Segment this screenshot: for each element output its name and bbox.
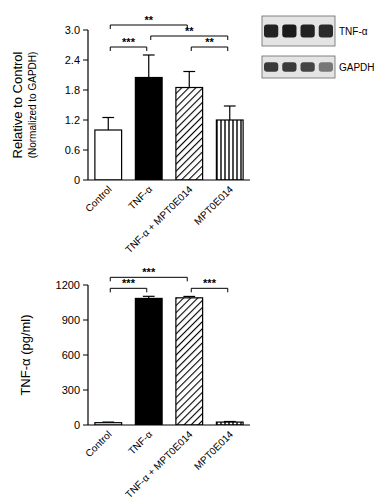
blot-band	[282, 24, 296, 37]
significance-label: **	[144, 14, 153, 26]
blot-band	[301, 24, 315, 37]
significance-label: ***	[122, 36, 136, 48]
y-axis-title: Relative to Control	[10, 51, 25, 158]
y-tick	[83, 90, 88, 91]
significance-label: **	[185, 25, 194, 37]
blot-band	[301, 62, 315, 72]
y-tick-label: 300	[62, 384, 80, 396]
blot-membrane	[262, 16, 335, 46]
y-tick-label: 0	[74, 419, 80, 431]
error-cap	[143, 296, 155, 297]
blot-band	[264, 24, 278, 37]
x-tick-label: TNF-α	[126, 428, 154, 456]
x-tick-label: TNF-α + MPT0E014	[123, 183, 195, 255]
x-axis	[88, 424, 250, 425]
bar	[95, 130, 122, 180]
blot-band	[319, 24, 333, 37]
chart: TNF-α (pg/ml) 0 300 600 900 1200 Control TNF-αT…	[18, 266, 250, 500]
error-cap	[183, 296, 195, 297]
y-tick-label: 600	[62, 349, 80, 361]
figure: Relative to Control(Normalized to GAPDH)…	[0, 0, 378, 500]
error-bar	[189, 72, 190, 88]
y-tick	[83, 180, 88, 181]
western-blot: TNF-α GAPDH	[262, 16, 375, 78]
x-tick-label: TNF-α + MPT0E014	[123, 428, 195, 500]
y-tick-label: 1.8	[65, 84, 80, 96]
bar	[216, 120, 243, 180]
error-cap	[224, 105, 236, 106]
y-tick-label: 3.0	[65, 24, 80, 36]
y-tick	[83, 425, 88, 426]
error-bar	[229, 106, 230, 120]
error-cap	[143, 54, 155, 55]
error-cap	[183, 71, 195, 72]
bar	[135, 78, 162, 181]
y-axis-subtitle: (Normalized to GAPDH)	[27, 52, 38, 159]
error-bar	[108, 118, 109, 131]
significance-label: **	[205, 36, 214, 48]
significance-label: ***	[142, 266, 156, 278]
blot-label: GAPDH	[339, 62, 375, 73]
y-tick	[83, 60, 88, 61]
significance-label: ***	[122, 277, 136, 289]
y-tick	[83, 285, 88, 286]
y-tick-label: 0.6	[65, 144, 80, 156]
x-tick-label: TNF-α	[126, 183, 154, 211]
x-tick-label: Control	[83, 429, 114, 460]
y-axis	[87, 285, 88, 425]
bars	[95, 55, 243, 180]
y-tick-label: 1200	[56, 279, 80, 291]
bar	[135, 298, 162, 425]
blot-band	[264, 62, 278, 72]
y-axis-title: TNF-α (pg/ml)	[18, 314, 33, 395]
blot-membrane	[262, 56, 335, 78]
bar	[176, 88, 203, 181]
x-tick-label: Control	[83, 184, 114, 215]
error-cap	[102, 117, 114, 118]
significance-label: ***	[203, 277, 217, 289]
x-tick-label: MPT0E014	[192, 428, 235, 471]
blot-label: TNF-α	[339, 26, 368, 37]
y-tick	[83, 355, 88, 356]
figure-root: Relative to Control(Normalized to GAPDH)…	[0, 0, 378, 500]
x-axis	[88, 179, 250, 180]
error-bar	[148, 55, 149, 78]
y-tick	[83, 30, 88, 31]
x-tick-label: MPT0E014	[192, 183, 235, 226]
y-tick-label: 1.2	[65, 114, 80, 126]
y-tick-label: 900	[62, 314, 80, 326]
y-tick	[83, 320, 88, 321]
y-axis	[87, 30, 88, 180]
y-tick	[83, 150, 88, 151]
y-tick-label: 2.4	[65, 54, 80, 66]
chart: Relative to Control(Normalized to GAPDH)…	[10, 14, 250, 255]
y-tick	[83, 390, 88, 391]
bar	[176, 298, 203, 425]
blot-band	[282, 62, 296, 72]
y-tick-label: 0	[74, 174, 80, 186]
bars	[95, 296, 243, 425]
blot-band	[319, 62, 333, 72]
y-tick	[83, 120, 88, 121]
